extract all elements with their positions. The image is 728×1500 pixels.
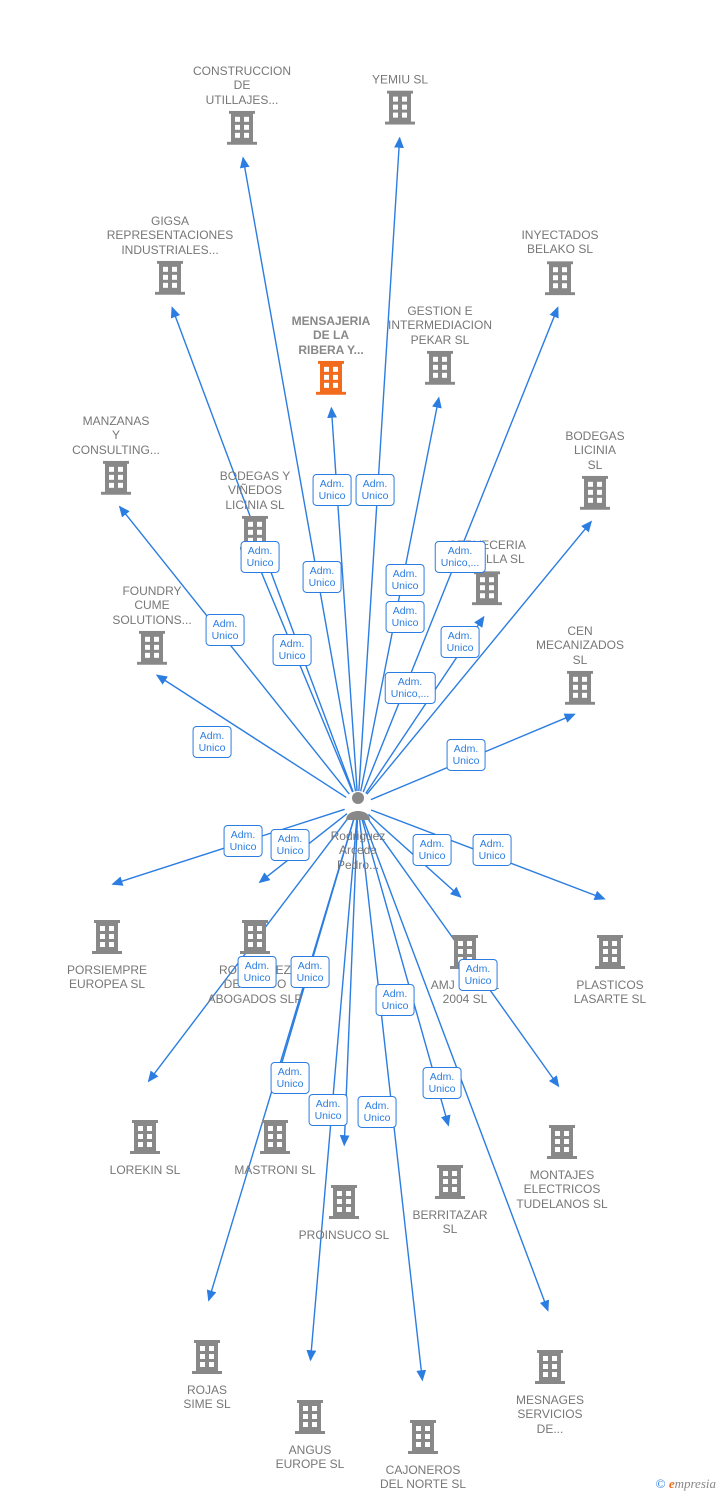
edge-line	[331, 408, 357, 791]
footer-copyright: © empresia	[656, 1476, 716, 1492]
edge-line	[257, 563, 352, 793]
edge-line	[366, 816, 558, 1086]
edge-line	[260, 814, 347, 883]
edge-line	[362, 818, 449, 1125]
edge-line	[209, 818, 354, 1300]
edge-line	[371, 810, 604, 899]
edge-line	[344, 819, 357, 1145]
edge-line	[243, 158, 356, 791]
edges-canvas	[0, 0, 728, 1500]
edge-line	[371, 714, 575, 799]
edge-line	[113, 809, 345, 884]
edge-line	[363, 308, 558, 792]
edge-line	[359, 138, 400, 791]
edge-line	[149, 816, 350, 1081]
edge-line	[311, 819, 357, 1360]
edge-line	[366, 617, 484, 793]
edge-line	[360, 819, 423, 1380]
edge-line	[172, 308, 353, 792]
edge-line	[120, 507, 350, 794]
edge-line	[157, 675, 346, 797]
edge-line	[361, 398, 439, 791]
edge-line	[367, 522, 591, 795]
